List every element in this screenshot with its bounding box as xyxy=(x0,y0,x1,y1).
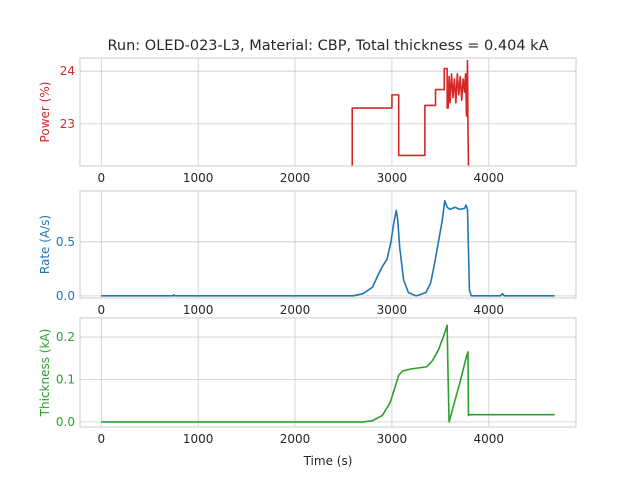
panel-thickness: 0 1000 2000 3000 4000 0.0 0.1 0.2 Thickness (kA) xyxy=(38,317,577,446)
y-axis-label: Rate (A/s) xyxy=(38,215,52,274)
plot-area xyxy=(80,58,576,166)
x-tick-label: 2000 xyxy=(280,432,311,446)
x-tick-label: 1000 xyxy=(183,303,214,317)
y-tick-label: 0.1 xyxy=(56,372,75,386)
series-line-rate xyxy=(101,199,555,297)
panel-rate: 0 1000 2000 3000 4000 0.0 0.5 Rate (A/s) xyxy=(38,190,577,317)
x-tick-label: 2000 xyxy=(280,171,311,185)
y-tick-label: 0.2 xyxy=(56,330,75,344)
y-tick-label: 24 xyxy=(60,64,75,78)
x-tick-label: 2000 xyxy=(280,303,311,317)
x-tick-label: 0 xyxy=(97,171,105,185)
x-tick-label: 4000 xyxy=(474,171,505,185)
plot-area xyxy=(80,191,576,298)
y-tick-label: 0.0 xyxy=(56,415,75,429)
series-line-power xyxy=(351,59,470,166)
x-tick-label: 0 xyxy=(97,303,105,317)
panel-power: 0 1000 2000 3000 4000 23 24 Power (%) xyxy=(38,57,577,185)
axes-frame xyxy=(79,317,577,428)
x-tick-label: 1000 xyxy=(183,171,214,185)
y-tick-label: 0.0 xyxy=(56,289,75,303)
x-tick-label: 3000 xyxy=(377,171,408,185)
x-axis-label: Time (s) xyxy=(303,454,353,468)
y-axis-label: Power (%) xyxy=(38,82,52,143)
x-tick-label: 0 xyxy=(97,432,105,446)
x-tick-label: 4000 xyxy=(474,432,505,446)
axes-frame xyxy=(79,57,577,167)
x-tick-label: 3000 xyxy=(377,303,408,317)
chart-title: Run: OLED-023-L3, Material: CBP, Total t… xyxy=(108,38,549,54)
x-tick-label: 1000 xyxy=(183,432,214,446)
series-line-thickness xyxy=(101,324,555,423)
y-tick-label: 23 xyxy=(60,117,75,131)
y-axis-label: Thickness (kA) xyxy=(38,329,52,418)
x-tick-label: 3000 xyxy=(377,432,408,446)
axes-frame xyxy=(79,190,577,299)
chart-panels: 0 1000 2000 3000 4000 23 24 Power (%) 0 1000 2000 3… xyxy=(38,57,577,446)
plot-area xyxy=(80,318,576,427)
y-tick-label: 0.5 xyxy=(56,235,75,249)
x-tick-label: 4000 xyxy=(474,303,505,317)
